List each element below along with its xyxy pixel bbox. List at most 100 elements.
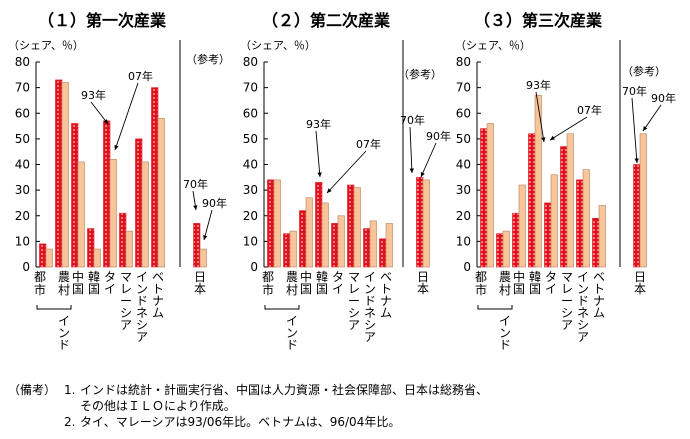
x-category-label-char: ベ <box>152 270 164 284</box>
bar-early <box>267 179 275 268</box>
x-category-label-char: マ <box>561 270 573 284</box>
y-tick-label: 60 <box>456 106 471 120</box>
annotation-arrow <box>535 91 545 143</box>
annotation-arrowhead <box>643 126 648 131</box>
group-label-char: ド <box>286 338 298 352</box>
x-category-label-char: ン <box>577 282 589 296</box>
y-tick-label: 10 <box>243 234 258 248</box>
annotation-arrowhead <box>114 145 119 150</box>
chart-title: （３）第三次産業 <box>474 11 603 30</box>
reference-label: （参考） <box>398 67 442 81</box>
y-tick-label: 20 <box>456 209 471 223</box>
x-category-label-char: ト <box>380 282 392 296</box>
x-category-label-char: ナ <box>593 294 605 308</box>
note-2-line-1: タイ、マレーシアは93/06年比。ベトナムは、96/04年比。 <box>80 415 401 429</box>
bar-late <box>353 187 361 268</box>
bar-late <box>109 159 117 268</box>
x-category-label-char: 本 <box>634 282 646 296</box>
annotation-label: 07年 <box>577 103 602 117</box>
x-category-label-char: ア <box>577 330 589 344</box>
group-label-char: ン <box>286 326 298 340</box>
x-category-label-char: ー <box>348 294 360 308</box>
x-category-label-char: 農 <box>286 270 298 284</box>
bar-early <box>193 223 201 268</box>
x-category-label-char: ド <box>577 294 589 308</box>
x-category-label-char: イ <box>332 282 344 296</box>
y-axis-label: （シェア、％） <box>455 39 531 52</box>
y-tick-label: 0 <box>463 260 471 274</box>
bar-late <box>125 230 133 268</box>
bar-early <box>576 179 584 268</box>
y-tick-label: 40 <box>243 158 258 172</box>
x-category-label-char: ー <box>120 294 132 308</box>
x-category-label-char: ア <box>120 318 132 332</box>
x-category-label-char: 国 <box>529 282 541 296</box>
note-1-number: 1. <box>64 383 76 397</box>
x-category-label-char: レ <box>348 282 360 296</box>
x-category-label-char: 都 <box>34 270 46 284</box>
x-category-label-char: シ <box>348 306 360 320</box>
x-category-label-char: 農 <box>58 270 70 284</box>
bar-late <box>598 205 606 268</box>
x-category-label-char: ム <box>593 306 605 320</box>
annotation-arrowhead <box>193 205 198 210</box>
x-category-label-char: ア <box>136 330 148 344</box>
bar-early <box>119 212 127 268</box>
y-tick-label: 70 <box>15 81 30 95</box>
y-tick-label: 70 <box>243 81 258 95</box>
x-category-label-char: ネ <box>577 306 589 320</box>
bar-early <box>528 133 536 268</box>
bar-late <box>93 248 101 268</box>
y-tick-label: 0 <box>22 260 30 274</box>
x-category-label-char: 韓 <box>316 270 328 284</box>
reference-label: （参考） <box>186 52 230 66</box>
bar-late <box>385 223 393 268</box>
india-bracket <box>264 305 300 310</box>
notes: （備考） 1. インドは統計・計画実行省、中国は人力資源・社会保障部、日本は総務… <box>8 382 688 430</box>
x-category-label-char: マ <box>120 270 132 284</box>
group-label-char: ド <box>499 338 511 352</box>
y-axis-label: （シェア、％） <box>8 39 84 52</box>
x-category-label-char: イ <box>577 270 589 284</box>
annotation-arrowhead <box>541 137 546 142</box>
x-category-label-char: レ <box>561 282 573 296</box>
note-1-line-1: インドは統計・計画実行省、中国は人力資源・社会保障部、日本は総務省、 <box>80 383 489 397</box>
y-tick-label: 10 <box>15 234 30 248</box>
x-category-label-char: ド <box>136 294 148 308</box>
group-label-char: イ <box>499 314 511 328</box>
x-category-label-char: ネ <box>364 306 376 320</box>
annotation-arrowhead <box>103 119 108 124</box>
bar-early <box>416 177 424 268</box>
bar-early <box>347 184 355 268</box>
bar-early <box>39 243 47 268</box>
bar-early <box>480 128 488 268</box>
annotation-arrow <box>631 97 638 164</box>
chart-panel-2: （２）第二次産業 （シェア、％） 0 10 20 30 40 50 60 70 80 （参考） 都市農村… <box>240 11 451 352</box>
annotation-arrowhead <box>327 188 332 193</box>
x-category-label-char: 都 <box>262 270 274 284</box>
x-category-label-char: ト <box>593 282 605 296</box>
annotation-arrowhead <box>317 172 322 177</box>
x-category-label-char: タ <box>545 270 557 284</box>
bar-early <box>103 120 111 268</box>
annotation-arrow <box>326 150 367 194</box>
annotation-arrowhead <box>550 135 555 140</box>
x-category-label-char: シ <box>364 318 376 332</box>
group-label-char: イ <box>286 314 298 328</box>
india-bracket <box>477 305 513 310</box>
x-category-label-char: ー <box>561 294 573 308</box>
annotation-arrow <box>409 126 413 174</box>
annotation-label: 70年 <box>183 177 208 191</box>
bar-early <box>151 87 159 268</box>
annotation-arrowhead <box>203 235 208 240</box>
x-category-label-char: マ <box>348 270 360 284</box>
x-category-label-char: 農 <box>499 270 511 284</box>
x-category-label-char: 本 <box>417 282 429 296</box>
bar-late <box>550 174 558 268</box>
annotation-label: 07年 <box>128 69 153 83</box>
x-category-label-char: タ <box>104 270 116 284</box>
bar-late <box>566 133 574 268</box>
x-category-label-char: ア <box>561 318 573 332</box>
bar-early <box>363 228 371 268</box>
